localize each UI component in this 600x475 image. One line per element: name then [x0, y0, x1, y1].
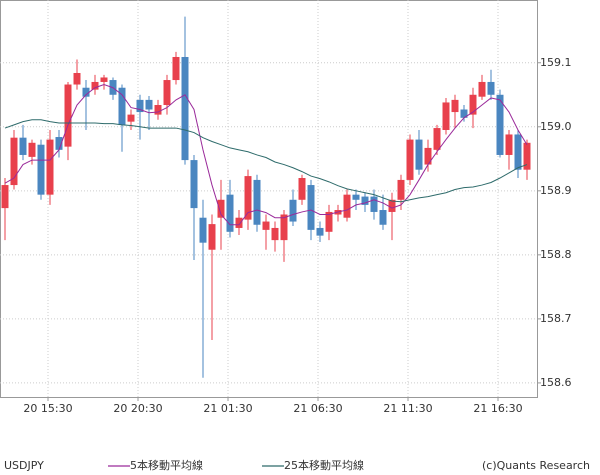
x-tick-label: 21 11:30 — [383, 402, 432, 415]
candle-body — [163, 80, 171, 106]
candle-body — [298, 178, 306, 200]
candle-body — [55, 137, 63, 150]
candle-body — [325, 211, 333, 232]
moving-average-line — [4, 119, 528, 203]
candle-body — [352, 194, 360, 200]
candle-body — [73, 72, 81, 85]
candle-body — [280, 214, 288, 241]
candle-body — [271, 227, 279, 241]
candle-body — [46, 139, 54, 195]
legend-label: 5本移動平均線 — [130, 458, 203, 472]
candle-body — [289, 199, 297, 222]
candle-body — [64, 84, 72, 147]
candle-body — [343, 194, 351, 218]
candle-body — [19, 137, 27, 155]
plot-frame — [0, 0, 538, 398]
candle-body — [10, 137, 18, 186]
candle-body — [181, 56, 189, 161]
candle-body — [199, 217, 207, 243]
candle-body — [379, 210, 387, 225]
candle-body — [127, 114, 135, 122]
candle-body — [397, 179, 405, 200]
y-tick-label: 158.7 — [540, 312, 572, 325]
candle-body — [433, 128, 441, 150]
candle-body — [478, 81, 486, 97]
candle-body — [82, 87, 90, 97]
y-tick-label: 158.9 — [540, 184, 572, 197]
candle-body — [100, 77, 108, 82]
candle-body — [514, 134, 522, 170]
candle-body — [37, 144, 45, 195]
candle-body — [316, 227, 324, 236]
candle-body — [523, 142, 531, 170]
candle-body — [154, 105, 162, 115]
y-tick-label: 159.1 — [540, 56, 572, 69]
candle-body — [235, 217, 243, 228]
x-tick-label: 21 06:30 — [293, 402, 342, 415]
x-tick-label: 20 15:30 — [23, 402, 72, 415]
candle-body — [415, 139, 423, 170]
candle-body — [253, 179, 261, 225]
candle-body — [469, 94, 477, 115]
candle-body — [145, 99, 153, 110]
y-tick-label: 158.8 — [540, 248, 572, 261]
candle-body — [487, 81, 495, 95]
candle-body — [172, 56, 180, 81]
candle-body — [388, 199, 396, 212]
candle-body — [262, 221, 270, 230]
moving-average-line — [4, 83, 528, 226]
candle-body — [226, 194, 234, 232]
candle-body — [1, 185, 9, 209]
candle-body — [505, 134, 513, 155]
candle-body — [370, 196, 378, 212]
y-tick-label: 159.0 — [540, 120, 572, 133]
x-tick-label: 21 01:30 — [203, 402, 252, 415]
x-tick-label: 21 16:30 — [473, 402, 522, 415]
candle-body — [361, 196, 369, 205]
candle-body — [208, 224, 216, 250]
candle-body — [496, 94, 504, 155]
candle-body — [91, 81, 99, 90]
source: (c)Quants Research — [482, 459, 590, 472]
candle-body — [28, 142, 36, 157]
candle-body — [442, 102, 450, 130]
candle-body — [451, 99, 459, 113]
candle-body — [460, 109, 468, 118]
candle-body — [424, 147, 432, 165]
candle-body — [406, 139, 414, 180]
x-tick-label: 20 20:30 — [113, 402, 162, 415]
y-tick-label: 158.6 — [540, 376, 572, 389]
candle-body — [118, 87, 126, 125]
legend-label: 25本移動平均線 — [284, 458, 364, 472]
candle-body — [136, 99, 144, 113]
candle-body — [190, 160, 198, 209]
candle-body — [307, 185, 315, 230]
candle-body — [217, 199, 225, 218]
symbol: USDJPY — [4, 459, 44, 472]
candle-body — [244, 176, 252, 220]
